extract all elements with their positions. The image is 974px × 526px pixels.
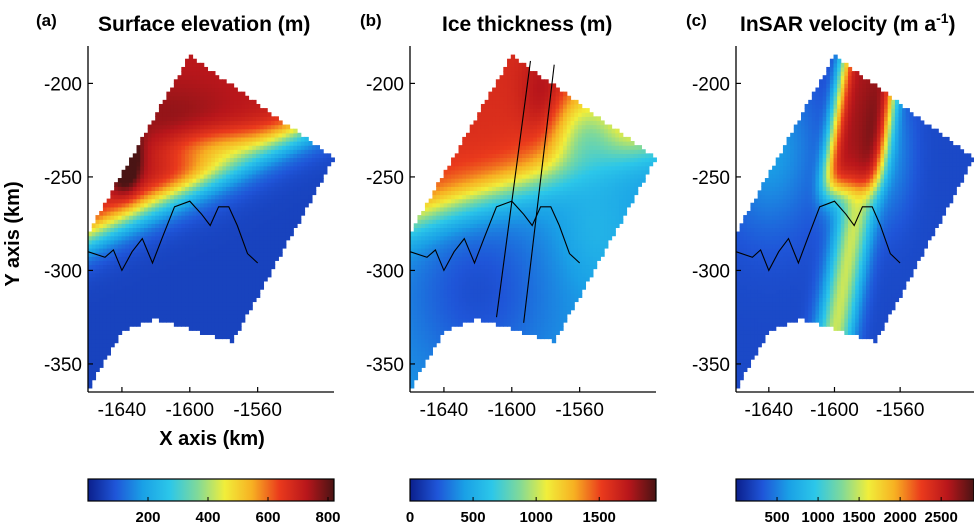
x-tick-label: -1600 bbox=[487, 400, 536, 421]
colorbar: 500 1000 1500 2000 2500 bbox=[735, 478, 974, 526]
panel-label: (b) bbox=[360, 11, 382, 30]
y-tick-label: -350 bbox=[366, 355, 404, 376]
heatmap-field bbox=[88, 54, 335, 389]
colorbar-tick-label: 500 bbox=[765, 509, 790, 526]
x-tick-label: -1640 bbox=[420, 400, 469, 421]
y-tick-label: -200 bbox=[44, 74, 82, 95]
panel-b: -200 -250 -300 -350 -1640 -1600 -1560 (b) Ice th… bbox=[360, 11, 657, 526]
y-tick-label: -300 bbox=[692, 261, 730, 282]
x-tick-label: -1560 bbox=[233, 400, 282, 421]
grounding-line bbox=[735, 200, 901, 272]
axes: -200 -250 -300 -350 -1640 -1600 -1560 bbox=[366, 46, 656, 421]
flowline-1 bbox=[495, 60, 532, 318]
x-tick-label: -1560 bbox=[555, 400, 604, 421]
colorbar-tick-label: 1000 bbox=[519, 509, 552, 526]
colorbar-tick-label: 1000 bbox=[801, 509, 834, 526]
grounding-line bbox=[87, 200, 259, 272]
y-tick-label: -350 bbox=[44, 355, 82, 376]
y-tick-label: -200 bbox=[692, 74, 730, 95]
colorbar-tick-label: 600 bbox=[255, 509, 280, 526]
heatmap-field bbox=[736, 54, 974, 389]
chart-title: Ice thickness (m) bbox=[442, 13, 612, 36]
x-tick-label: -1560 bbox=[876, 400, 925, 421]
flowline-2 bbox=[523, 64, 555, 323]
panel-label: (c) bbox=[686, 11, 707, 30]
panel-label: (a) bbox=[36, 11, 57, 30]
panel-c: -200 -250 -300 -350 -1640 -1600 -1560 (c) InSAR … bbox=[686, 10, 974, 526]
x-tick-label: -1600 bbox=[810, 400, 859, 421]
colorbar-gradient bbox=[409, 478, 657, 502]
y-tick-label: -350 bbox=[692, 355, 730, 376]
y-tick-label: -300 bbox=[366, 261, 404, 282]
y-tick-label: -200 bbox=[366, 74, 404, 95]
y-axis-label: Y axis (km) bbox=[2, 181, 24, 286]
title-superscript: -1 bbox=[936, 10, 949, 26]
colorbar: 0 500 1000 1500 bbox=[406, 478, 657, 526]
colorbar-tick-label: 500 bbox=[461, 509, 486, 526]
colorbar-tick-label: 0 bbox=[406, 509, 414, 526]
x-tick-label: -1600 bbox=[165, 400, 214, 421]
panel-a: -200 -250 -300 -350 -1640 -1600 -1560 X axis (k… bbox=[2, 11, 341, 526]
x-tick-label: -1640 bbox=[98, 400, 147, 421]
colorbar-tick-label: 200 bbox=[135, 509, 160, 526]
axes: -200 -250 -300 -350 -1640 -1600 -1560 bbox=[692, 46, 974, 421]
chart-title: InSAR velocity (m a-1) bbox=[740, 10, 956, 36]
grounding-line bbox=[409, 200, 581, 272]
colorbar-tick-label: 1500 bbox=[842, 509, 875, 526]
colorbar-tick-label: 2500 bbox=[924, 509, 957, 526]
title-suffix: ) bbox=[949, 13, 956, 36]
colorbar-tick-label: 1500 bbox=[583, 509, 616, 526]
colorbar-tick-label: 400 bbox=[195, 509, 220, 526]
y-tick-label: -250 bbox=[44, 168, 82, 189]
x-axis-label: X axis (km) bbox=[159, 428, 265, 450]
axes: -200 -250 -300 -350 -1640 -1600 -1560 bbox=[44, 46, 334, 421]
colorbar: 200 400 600 800 bbox=[87, 478, 341, 526]
x-tick-label: -1640 bbox=[745, 400, 794, 421]
y-tick-label: -300 bbox=[44, 261, 82, 282]
colorbar-gradient bbox=[87, 478, 335, 502]
y-tick-label: -250 bbox=[692, 168, 730, 189]
colorbar-tick-label: 800 bbox=[315, 509, 340, 526]
colorbar-tick-label: 2000 bbox=[883, 509, 916, 526]
colorbar-gradient bbox=[735, 478, 974, 502]
y-tick-label: -250 bbox=[366, 168, 404, 189]
chart-title: Surface elevation (m) bbox=[98, 13, 310, 36]
